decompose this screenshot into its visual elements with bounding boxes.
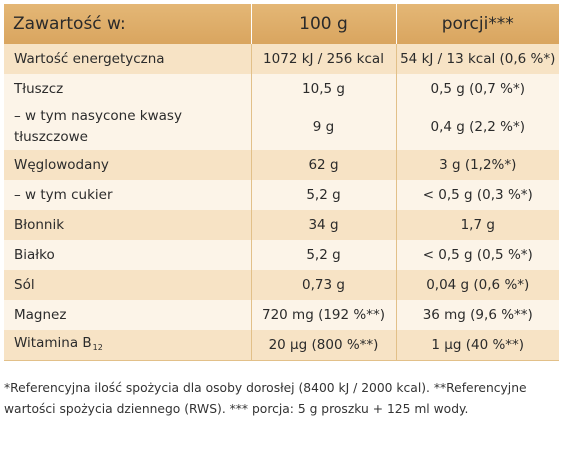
nutrient-label: Tłuszcz: [4, 74, 251, 104]
value-per-100g: 1072 kJ / 256 kcal: [250, 44, 397, 74]
nutrient-label: Magnez: [4, 300, 251, 330]
value-per-portion: 54 kJ / 13 kcal (0,6 %*): [396, 44, 559, 74]
table-row: – w tym cukier 5,2 g < 0,5 g (0,3 %*): [4, 180, 559, 210]
table-row: Błonnik 34 g 1,7 g: [4, 210, 559, 240]
value-per-portion: 1 µg (40 %**): [396, 330, 559, 361]
table-row: – w tym nasycone kwasy tłuszczowe 9 g 0,…: [4, 104, 559, 150]
nutrient-label: – w tym cukier: [4, 180, 251, 210]
header-per-portion: porcji***: [396, 4, 559, 44]
value-per-100g: 5,2 g: [250, 180, 397, 210]
value-per-portion: 1,7 g: [396, 210, 559, 240]
table-row: Tłuszcz 10,5 g 0,5 g (0,7 %*): [4, 74, 559, 104]
value-per-100g: 9 g: [250, 104, 397, 150]
value-per-100g: 10,5 g: [250, 74, 397, 104]
nutrient-label: – w tym nasycone kwasy tłuszczowe: [4, 104, 251, 150]
nutrition-panel: Zawartość w: 100 g porcji*** Wartość ene…: [4, 4, 559, 361]
table-row: Sól 0,73 g 0,04 g (0,6 %*): [4, 270, 559, 300]
nutrient-label-subscript: 12: [92, 342, 103, 352]
value-per-100g: 34 g: [250, 210, 397, 240]
nutrient-label: Błonnik: [4, 210, 251, 240]
value-per-portion: 36 mg (9,6 %**): [396, 300, 559, 330]
footnote: *Referencyjna ilość spożycia dla osoby d…: [4, 381, 527, 416]
nutrient-label: Sól: [4, 270, 251, 300]
value-per-portion: 0,04 g (0,6 %*): [396, 270, 559, 300]
nutrient-label: Węglowodany: [4, 150, 251, 180]
nutrient-label: Witamina B12: [4, 330, 251, 361]
value-per-portion: < 0,5 g (0,3 %*): [396, 180, 559, 210]
nutrient-label-text: Witamina B: [14, 334, 92, 351]
value-per-portion: < 0,5 g (0,5 %*): [396, 240, 559, 270]
value-per-100g: 20 µg (800 %**): [250, 330, 397, 361]
value-per-portion: 3 g (1,2%*): [396, 150, 559, 180]
value-per-100g: 5,2 g: [250, 240, 397, 270]
value-per-portion: 0,4 g (2,2 %*): [396, 104, 559, 150]
value-per-100g: 0,73 g: [250, 270, 397, 300]
value-per-100g: 62 g: [250, 150, 397, 180]
nutrient-label: Wartość energetyczna: [4, 44, 251, 74]
table-row: Magnez 720 mg (192 %**) 36 mg (9,6 %**): [4, 300, 559, 330]
nutrition-table: Zawartość w: 100 g porcji*** Wartość ene…: [4, 4, 559, 361]
nutrient-label: Białko: [4, 240, 251, 270]
value-per-100g: 720 mg (192 %**): [250, 300, 397, 330]
header-per-100g: 100 g: [250, 4, 397, 44]
header-content-label: Zawartość w:: [4, 4, 251, 44]
value-per-portion: 0,5 g (0,7 %*): [396, 74, 559, 104]
table-row: Węglowodany 62 g 3 g (1,2%*): [4, 150, 559, 180]
table-row: Witamina B12 20 µg (800 %**) 1 µg (40 %*…: [4, 330, 559, 361]
table-header-row: Zawartość w: 100 g porcji***: [4, 4, 559, 44]
table-row: Białko 5,2 g < 0,5 g (0,5 %*): [4, 240, 559, 270]
table-row: Wartość energetyczna 1072 kJ / 256 kcal …: [4, 44, 559, 74]
